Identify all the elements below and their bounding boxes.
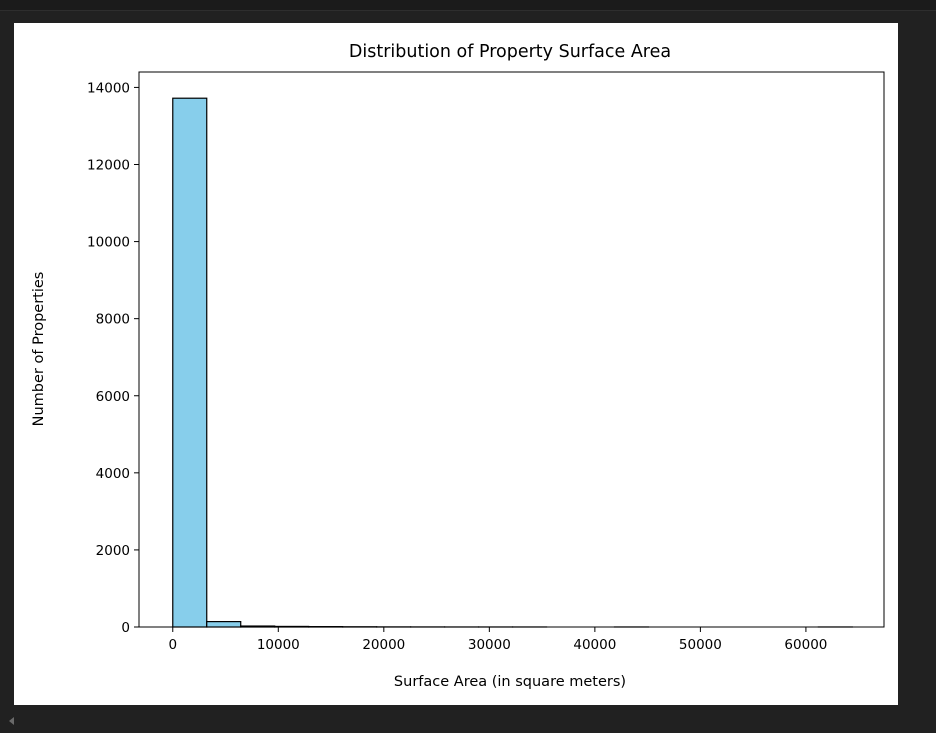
chart-title: Distribution of Property Surface Area — [349, 42, 671, 62]
y-tick-label: 14000 — [87, 80, 130, 96]
y-tick-label: 2000 — [96, 543, 130, 559]
plot-frame — [138, 71, 885, 628]
histogram-bar — [172, 97, 208, 628]
histogram-bar — [206, 621, 242, 628]
x-tick-label: 60000 — [784, 637, 827, 653]
y-tick-label: 12000 — [87, 158, 130, 174]
x-tick-label: 10000 — [257, 637, 300, 653]
x-tick-label: 30000 — [468, 637, 511, 653]
y-axis-ticks: 0 2000 4000 6000 8000 10000 12000 14000 — [87, 80, 139, 636]
scroll-left-arrow-icon[interactable] — [9, 717, 14, 725]
histogram-chart: Distribution of Property Surface Area 0 1… — [31, 42, 885, 690]
x-axis-label: Surface Area (in square meters) — [394, 674, 626, 690]
bars-group — [172, 97, 853, 628]
y-tick-label: 8000 — [96, 312, 130, 328]
x-tick-label: 50000 — [679, 637, 722, 653]
y-tick-label: 4000 — [96, 466, 130, 482]
x-tick-label: 0 — [168, 637, 177, 653]
x-tick-label: 20000 — [362, 637, 405, 653]
x-axis-ticks: 0 10000 20000 30000 40000 50000 60000 — [168, 627, 827, 653]
y-axis-label: Number of Properties — [31, 272, 47, 427]
top-strip — [0, 0, 936, 11]
y-tick-label: 10000 — [87, 235, 130, 251]
y-tick-label: 0 — [121, 620, 130, 636]
x-tick-label: 40000 — [573, 637, 616, 653]
chart-output-panel: Distribution of Property Surface Area 0 1… — [14, 23, 898, 705]
y-tick-label: 6000 — [96, 389, 130, 405]
